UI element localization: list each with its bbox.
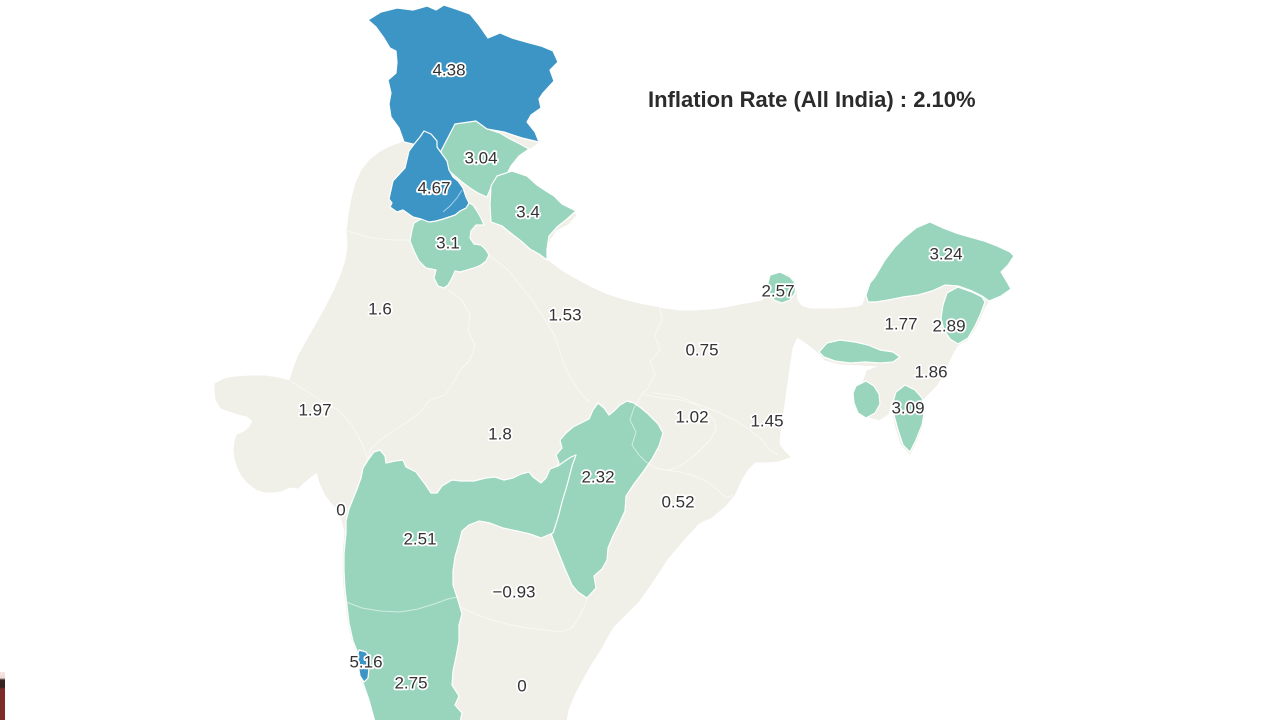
svg-text:3.1: 3.1 xyxy=(436,234,460,253)
svg-text:0: 0 xyxy=(517,677,526,696)
svg-text:4.67: 4.67 xyxy=(417,179,450,198)
svg-text:3.04: 3.04 xyxy=(464,149,497,168)
svg-text:0.75: 0.75 xyxy=(685,341,718,360)
svg-text:2.57: 2.57 xyxy=(761,282,794,301)
svg-text:2.32: 2.32 xyxy=(581,468,614,487)
svg-text:1.53: 1.53 xyxy=(548,306,581,325)
svg-text:3.4: 3.4 xyxy=(516,203,540,222)
svg-text:4.38: 4.38 xyxy=(432,61,465,80)
svg-text:2.75: 2.75 xyxy=(394,674,427,693)
svg-text:2.89: 2.89 xyxy=(932,317,965,336)
svg-text:1.02: 1.02 xyxy=(675,408,708,427)
svg-text:5.16: 5.16 xyxy=(349,653,382,672)
svg-text:1.77: 1.77 xyxy=(884,315,917,334)
svg-text:2.51: 2.51 xyxy=(403,530,436,549)
svg-text:1.45: 1.45 xyxy=(750,412,783,431)
svg-text:1.97: 1.97 xyxy=(298,401,331,420)
svg-text:0: 0 xyxy=(336,501,345,520)
svg-text:3.09: 3.09 xyxy=(891,399,924,418)
svg-text:1.8: 1.8 xyxy=(488,425,512,444)
svg-text:1.86: 1.86 xyxy=(914,363,947,382)
svg-text:3.24: 3.24 xyxy=(929,245,962,264)
svg-text:0.52: 0.52 xyxy=(661,493,694,512)
svg-text:1.6: 1.6 xyxy=(368,300,392,319)
svg-text:−0.93: −0.93 xyxy=(492,583,535,602)
